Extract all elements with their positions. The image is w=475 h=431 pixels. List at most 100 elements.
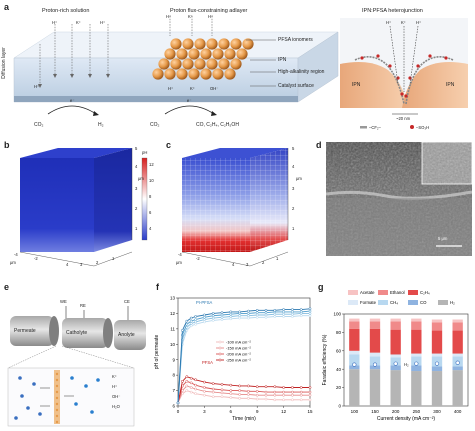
f-ytick-label: 11 [170,326,175,331]
ion-mid-bottom-3: OH⁻ [210,86,219,91]
f-point [273,308,277,312]
g-bar-segment [349,328,360,351]
f-point [299,310,303,314]
b-z-1: 1 [135,226,138,231]
f-point [282,312,285,316]
f-point [229,396,233,399]
adlayer-sphere [182,58,194,70]
g-legend-label: CO [420,300,427,305]
f-point [189,316,193,320]
key-cf2-swatch [360,126,367,129]
legend-alkalinity: High-alkalinity region [278,69,325,75]
f-point [211,312,215,315]
adlayer-sphere [218,38,230,50]
key-so3h-swatch [410,125,414,129]
zoom-ions-right [70,376,100,414]
g-marker [372,362,378,367]
cube-b-front [20,158,94,252]
g-ytick-label: 0 [338,404,341,409]
f-xtick-label: 12 [281,409,287,414]
f-point [238,314,241,318]
label-we: WE [60,299,67,304]
reaction-arrow-mid [164,105,215,115]
f-point [255,389,259,393]
f-point [264,311,268,315]
f-point [194,318,197,321]
ion-key-k: K⁺ [112,374,118,379]
cell-permeate: Permeate [14,328,36,334]
g-bar-segment [411,353,422,357]
ion-key-oh: OH⁻ [112,394,121,399]
zoom-ions-left [14,376,42,420]
f-point [189,376,193,380]
cyl-permeate-end [49,316,59,346]
adlayer-sphere [194,38,206,50]
f-point [255,315,259,319]
f-point [273,312,277,316]
f-point [247,389,250,393]
adlayer-sphere [230,38,242,50]
sulfonate-dot [404,94,408,98]
f-point [282,393,285,397]
f-point [308,307,312,311]
f-point [229,317,233,321]
f-point [181,379,184,383]
sem-layer-boundary [326,190,472,200]
f-point [229,392,233,396]
g-xtick-label: 150 [371,409,379,414]
f-point [185,375,189,379]
panel-c-letter: c [166,140,172,150]
g-h2-label: H₂ [404,362,409,367]
header-adlayer: Proton flux-constraining adlayer [170,8,248,14]
f-point [264,385,268,389]
axis-c-lines [181,148,289,267]
f-point [189,381,193,385]
reaction-arrowhead-mid [211,111,217,116]
sulfonate-dot [428,54,432,58]
f-point [238,310,241,314]
reactant-mid: CO₂ [150,122,160,128]
adlayer-sphere [188,48,200,60]
f-point [273,390,277,394]
f-legend: -100 mA cm⁻²-150 mA cm⁻²-200 mA cm⁻²-250… [216,340,251,363]
ion-dot [26,406,30,410]
f-point [189,319,193,323]
f-point [220,388,224,392]
g-bar-segment [369,365,381,370]
g-legend-label: H₂ [450,300,455,305]
f-point [282,310,285,314]
flux-arrowheads-left [38,74,110,88]
adlayer-sphere [194,58,206,70]
reaction-arrowhead-left [93,111,99,116]
f-point [308,393,312,397]
f-point [247,316,250,320]
junction-ion-1: H⁺ [386,20,392,25]
f-point [211,390,215,394]
g-marker [393,361,398,366]
c-z-unit: μm [296,176,302,181]
b-x-3: 3 [80,262,83,267]
g-bar-segment [452,370,463,406]
sem-scale-label: 5 μm [438,236,448,241]
g-xlabel: Current density (mA cm⁻²) [377,416,436,422]
g-bar-segment [411,329,422,354]
ion-dot [84,384,88,388]
panel-b-cube [19,148,148,267]
adlayer-sphere [176,68,188,80]
cube-c-front-grid [182,158,250,252]
header-proton-rich: Proton-rich solution [42,8,90,14]
g-marker [414,361,419,366]
f-point [308,309,312,313]
ion-mid-bottom-1: H⁺ [168,86,174,91]
sem-inset-border [421,142,472,185]
chart-f-frame [177,297,311,407]
membrane-dot [55,372,59,376]
g-bar-segment [431,356,443,367]
g-bar-segment [349,369,360,406]
f-point [185,389,189,392]
chart-f: 6 7 8 9 10 11 12 13 0 3 6 9 12 15 Time (min) pH of perm… [154,296,313,422]
cube-b-side [94,148,132,252]
g-legend-label: Acetate [360,290,375,295]
adlayer-sphere [212,48,224,60]
g-bar-segment [369,321,381,329]
